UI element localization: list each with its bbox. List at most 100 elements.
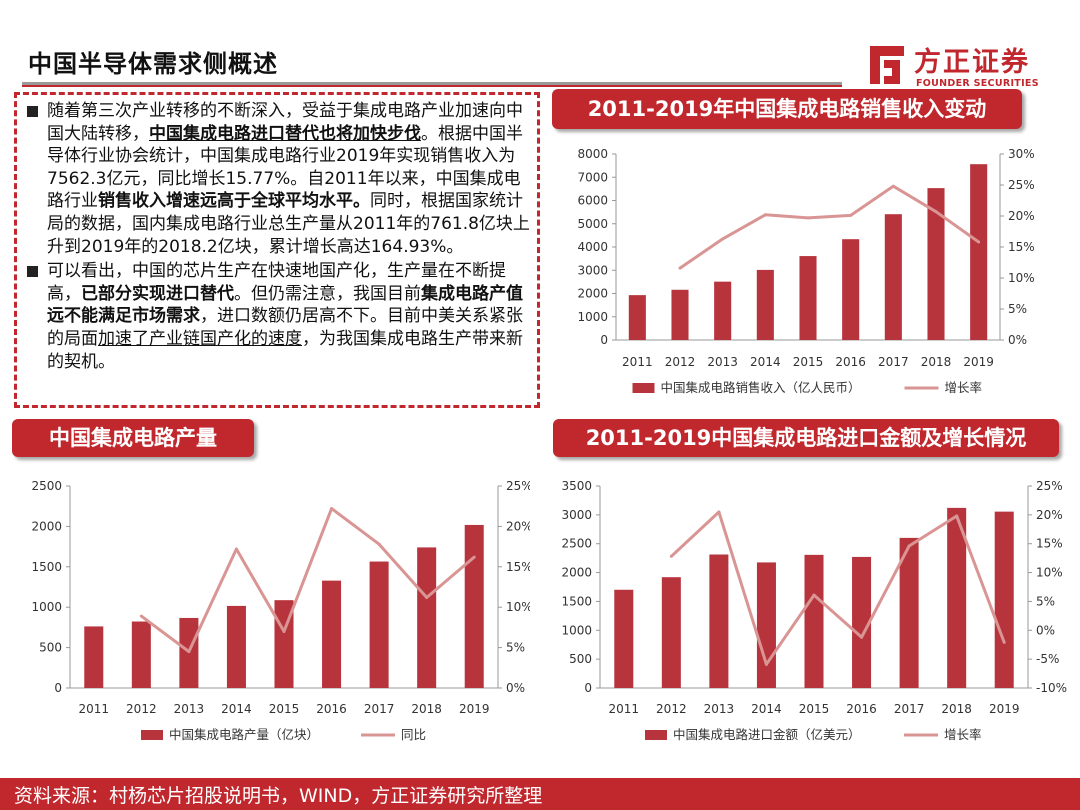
bar-2012: [671, 289, 689, 340]
bar-2017: [369, 561, 389, 688]
growth-rate-line: [140, 507, 476, 654]
output-chart-title: 中国集成电路产量: [12, 419, 254, 457]
summary-emphasis: 已部分实现进口替代: [81, 283, 234, 304]
title-divider: [22, 82, 842, 85]
x-tick-label: 2015: [269, 702, 300, 716]
legend-bar-swatch: [141, 730, 163, 740]
legend-bar-label: 中国集成电路销售收入（亿人民币）: [661, 380, 861, 395]
x-tick-label: 2016: [316, 702, 347, 716]
right-tick-label: 15%: [1008, 240, 1035, 254]
left-tick-label: 0: [600, 333, 608, 347]
growth-rate-line: [670, 510, 1006, 666]
x-tick-label: 2012: [665, 355, 696, 369]
growth-point-2019: [977, 240, 981, 244]
growth-point-2014: [764, 662, 768, 666]
square-bullet-icon: [27, 266, 38, 278]
growth-point-2018: [425, 596, 429, 600]
left-tick-label: 2000: [561, 566, 592, 580]
summary-underline: 加速了产业链国产化的速度: [98, 328, 302, 349]
bar-2011: [628, 295, 646, 340]
bar-2011: [84, 626, 104, 688]
left-tick-label: 3500: [561, 479, 592, 493]
bar-2019: [994, 511, 1014, 688]
bar-2011: [614, 589, 634, 688]
bar-2018: [417, 547, 437, 688]
founder-logo-icon: [870, 46, 904, 84]
x-tick-label: 2018: [411, 702, 442, 716]
x-tick-label: 2015: [799, 702, 830, 716]
right-tick-label: 0%: [1036, 623, 1055, 637]
x-tick-label: 2017: [894, 702, 925, 716]
right-tick-label: 20%: [1036, 508, 1063, 522]
left-tick-label: 2000: [31, 519, 62, 533]
bar-2016: [842, 239, 860, 340]
x-tick-label: 2011: [609, 702, 640, 716]
footer-bar: 资料来源：村杨芯片招股说明书，WIND，方正证券研究所整理: [0, 778, 1080, 810]
left-tick-label: 4000: [577, 240, 608, 254]
x-tick-label: 2016: [846, 702, 877, 716]
import-chart-title: 2011-2019中国集成电路进口金额及增长情况: [553, 419, 1059, 457]
founder-securities-logo: 方正证券 FOUNDER SECURITIES: [860, 40, 1060, 92]
bar-2018: [947, 507, 967, 688]
bar-2019: [464, 524, 484, 688]
bar-2012: [131, 621, 151, 688]
growth-point-2018: [955, 514, 959, 518]
bar-2017: [899, 537, 919, 688]
left-tick-label: 1000: [577, 310, 608, 324]
bar-2017: [884, 214, 902, 340]
x-tick-label: 2019: [459, 702, 490, 716]
growth-point-2016: [330, 507, 334, 511]
legend-line-label: 增长率: [944, 727, 982, 742]
right-tick-label: 20%: [1008, 209, 1035, 223]
left-tick-label: 0: [584, 681, 592, 695]
x-tick-label: 2011: [622, 355, 653, 369]
sales-revenue-chart: 0 1000 2000 3000 4000 5000 6000 7000 8000 0% 5% 10%…: [577, 147, 1035, 395]
right-tick-label: 15%: [1036, 537, 1063, 551]
bar-2015: [804, 554, 824, 688]
summary-emphasis: 销售收入增速远高于全球平均水平。: [98, 191, 370, 212]
x-tick-label: 2017: [364, 702, 395, 716]
legend-line-label: 增长率: [945, 380, 983, 395]
growth-point-2015: [806, 216, 810, 220]
growth-point-2014: [234, 547, 238, 551]
logo-text-en: FOUNDER SECURITIES: [916, 78, 1039, 89]
summary-text: 可以看出，中国的芯片生产在快速地国产化，生产量在不断提高，: [47, 261, 506, 304]
right-tick-label: 30%: [1008, 147, 1035, 161]
summary-text: 。但仍需注意，我国目前: [234, 283, 421, 304]
right-tick-label: 20%: [506, 519, 530, 533]
growth-point-2017: [891, 184, 895, 188]
bar-2012: [661, 577, 681, 688]
growth-point-2012: [669, 554, 673, 558]
left-tick-label: 1500: [31, 560, 62, 574]
right-tick-label: -10%: [1036, 681, 1067, 695]
summary-paragraph-2: 可以看出，中国的芯片生产在快速地国产化，生产量在不断提高，已部分实现进口替代。但…: [25, 260, 531, 373]
legend-bar-label: 中国集成电路产量（亿块）: [169, 727, 319, 742]
source-note: 资料来源：村杨芯片招股说明书，WIND，方正证券研究所整理: [14, 785, 543, 807]
right-tick-label: 25%: [1036, 479, 1063, 493]
right-tick-label: 10%: [1036, 566, 1063, 580]
right-tick-label: 5%: [1036, 594, 1055, 608]
bar-2013: [714, 281, 732, 340]
growth-rate-line: [679, 184, 980, 270]
summary-text: 随着第三次产业转移的不断深入，受益于集成电路产业加速向中国大陆转移，: [47, 101, 523, 144]
bar-2014: [756, 562, 776, 688]
growth-point-2013: [717, 510, 721, 514]
summary-emphasis: 中国集成电路进口替代也将加快步伐: [149, 123, 421, 144]
right-tick-label: 15%: [506, 560, 530, 574]
x-tick-label: 2018: [921, 355, 952, 369]
left-tick-label: 500: [39, 641, 62, 655]
left-tick-label: 2500: [31, 479, 62, 493]
summary-emphasis: 集成电路产值远不能满足市场需求: [47, 283, 523, 327]
right-tick-label: -5%: [1036, 652, 1059, 666]
growth-point-2015: [282, 629, 286, 633]
x-tick-label: 2019: [963, 355, 994, 369]
x-tick-label: 2011: [79, 702, 110, 716]
x-tick-label: 2018: [941, 702, 972, 716]
logo-text-cn: 方正证券: [914, 47, 1030, 78]
left-tick-label: 3000: [561, 508, 592, 522]
right-tick-label: 10%: [506, 600, 530, 614]
left-tick-label: 2500: [561, 537, 592, 551]
left-tick-label: 0: [54, 681, 62, 695]
bar-2015: [799, 256, 817, 340]
x-tick-label: 2017: [878, 355, 909, 369]
